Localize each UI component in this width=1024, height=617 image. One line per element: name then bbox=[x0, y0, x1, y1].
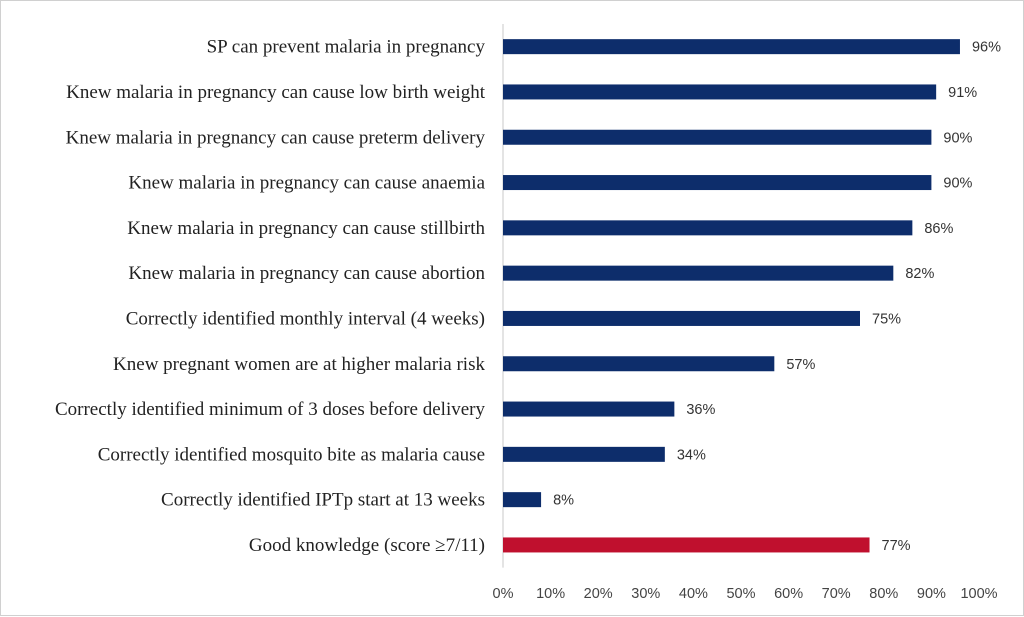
category-label: Good knowledge (score ≥7/11) bbox=[249, 535, 485, 556]
x-tick-label: 0% bbox=[493, 586, 514, 602]
data-label: 96% bbox=[972, 40, 1001, 56]
category-label: Correctly identified IPTp start at 13 we… bbox=[161, 490, 485, 511]
category-label: Knew malaria in pregnancy can cause pret… bbox=[66, 127, 486, 148]
data-label: 77% bbox=[882, 538, 911, 554]
category-label: SP can prevent malaria in pregnancy bbox=[207, 37, 486, 58]
data-label: 86% bbox=[924, 221, 953, 237]
category-label: Correctly identified minimum of 3 doses … bbox=[55, 399, 486, 420]
data-label: 90% bbox=[943, 130, 972, 146]
bar bbox=[503, 356, 775, 372]
data-label: 91% bbox=[948, 85, 977, 101]
data-label: 75% bbox=[872, 311, 901, 327]
bar bbox=[503, 537, 870, 553]
data-label: 57% bbox=[786, 357, 815, 373]
bar bbox=[503, 129, 932, 145]
category-label: Knew malaria in pregnancy can cause low … bbox=[66, 82, 486, 103]
x-tick-label: 70% bbox=[822, 586, 851, 602]
bar bbox=[503, 84, 937, 100]
category-label: Correctly identified mosquito bite as ma… bbox=[98, 444, 485, 465]
data-label: 36% bbox=[686, 402, 715, 418]
bars-layer bbox=[503, 39, 960, 553]
bar bbox=[503, 446, 665, 462]
bar bbox=[503, 265, 894, 281]
category-label: Knew malaria in pregnancy can cause anae… bbox=[128, 173, 485, 194]
x-tick-label: 20% bbox=[584, 586, 613, 602]
category-label: Knew malaria in pregnancy can cause abor… bbox=[128, 263, 485, 284]
x-tick-label: 50% bbox=[726, 586, 755, 602]
x-tick-label: 30% bbox=[631, 586, 660, 602]
data-label: 34% bbox=[677, 447, 706, 463]
category-label: Knew pregnant women are at higher malari… bbox=[113, 354, 485, 375]
x-tick-label: 80% bbox=[869, 586, 898, 602]
x-tick-label: 10% bbox=[536, 586, 565, 602]
data-label: 82% bbox=[905, 266, 934, 282]
category-labels: SP can prevent malaria in pregnancy Knew … bbox=[55, 37, 486, 556]
data-label: 90% bbox=[943, 176, 972, 192]
bar bbox=[503, 175, 932, 191]
data-label: 8% bbox=[553, 493, 574, 509]
category-label: Knew malaria in pregnancy can cause stil… bbox=[127, 218, 485, 239]
bar bbox=[503, 220, 913, 236]
bar bbox=[503, 492, 542, 508]
x-tick-label: 60% bbox=[774, 586, 803, 602]
bar bbox=[503, 310, 860, 326]
bar bbox=[503, 39, 960, 55]
category-label: Correctly identified monthly interval (4… bbox=[126, 308, 485, 329]
x-tick-label: 100% bbox=[960, 586, 997, 602]
value-labels: 96% 91% 90% 90% 86% 82% 75% 57% 36% 34% 8% 77% bbox=[553, 40, 1001, 554]
bar bbox=[503, 401, 675, 417]
x-tick-label: 90% bbox=[917, 586, 946, 602]
x-tick-labels: 0% 10% 20% 30% 40% 50% 60% 70% 80% 90% 100% bbox=[493, 586, 998, 602]
x-tick-label: 40% bbox=[679, 586, 708, 602]
